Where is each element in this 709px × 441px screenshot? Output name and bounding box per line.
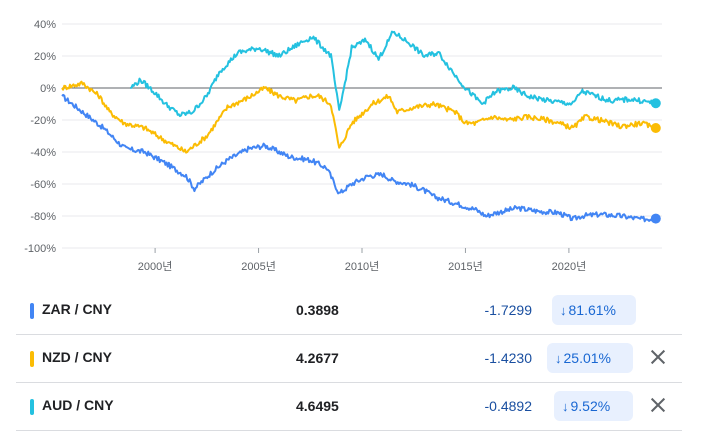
x-tick-label: 2010년 [345,260,380,273]
series-line-zar-cny [61,93,657,223]
row-divider [16,430,682,431]
arrow-down-icon: ↓ [560,302,567,318]
y-tick-label: -80% [30,211,56,223]
remove-comparison-close-icon[interactable] [646,345,670,369]
price-value: 4.6495 [296,398,339,414]
x-tick-label: 2005년 [241,260,276,273]
comparison-row-nzd-cny[interactable]: NZD / CNY 4.2677 -1.4230 ↓ 25.01% [16,335,682,383]
comparison-line-chart: 40% 20% 0% -20% -40% -60% -80% -100% 2000년 2005년 2… [24,19,662,273]
y-tick-label: 0% [40,83,56,95]
x-tick-label: 2020년 [552,260,587,273]
price-value: 0.3898 [296,302,339,318]
change-value: -0.4892 [484,398,532,414]
price-value: 4.2677 [296,350,339,366]
y-tick-label: -100% [24,243,56,255]
row-divider [16,382,682,383]
series-color-swatch [30,351,34,367]
percent-change-value: 25.01% [563,350,611,366]
percent-change-value: 9.52% [570,398,611,414]
series-end-point [650,213,661,224]
series-end-point [650,98,661,109]
currency-pair-label: NZD / CNY [42,349,112,365]
series-line-aud-cny [130,30,657,118]
change-value: -1.4230 [484,350,532,366]
comparison-row-zar-cny[interactable]: ZAR / CNY 0.3898 -1.7299 ↓ 81.61% [16,287,682,335]
percent-change-value: 81.61% [568,302,616,318]
percent-change-badge: ↓ 25.01% [547,343,633,373]
arrow-down-icon: ↓ [555,350,562,366]
x-tick-label: 2000년 [138,260,173,273]
series-line-nzd-cny [61,80,657,154]
currency-pair-label: AUD / CNY [42,397,114,413]
y-tick-label: 20% [34,51,56,63]
change-value: -1.7299 [484,302,532,318]
percent-change-badge: ↓ 9.52% [554,391,633,421]
y-tick-label: -60% [30,179,56,191]
series-end-point [650,123,661,134]
series-color-swatch [30,399,34,415]
comparison-row-aud-cny[interactable]: AUD / CNY 4.6495 -0.4892 ↓ 9.52% [16,383,682,431]
row-divider [16,334,682,335]
y-tick-label: -20% [30,115,56,127]
remove-comparison-close-icon[interactable] [646,393,670,417]
x-tick-label: 2015년 [448,260,483,273]
arrow-down-icon: ↓ [562,398,569,414]
series-color-swatch [30,303,34,319]
currency-pair-label: ZAR / CNY [42,301,112,317]
y-tick-label: -40% [30,147,56,159]
percent-change-badge: ↓ 81.61% [552,295,636,325]
y-tick-label: 40% [34,19,56,31]
